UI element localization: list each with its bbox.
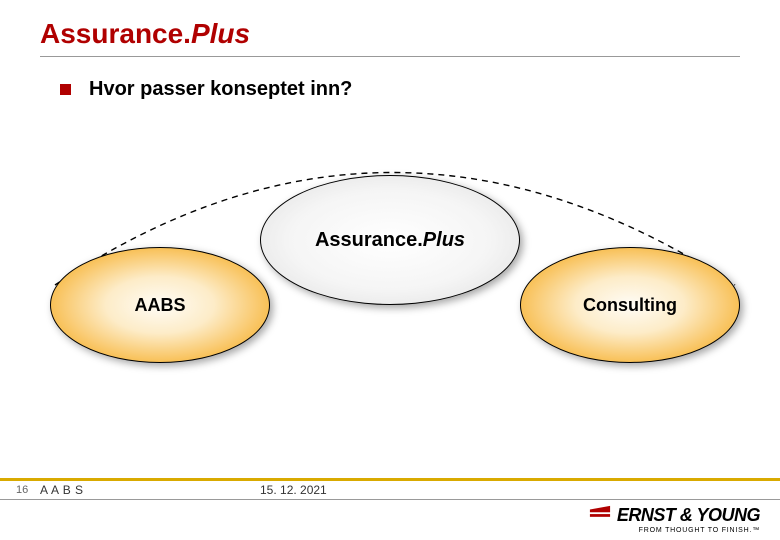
ellipse-center-base: Assurance. — [315, 229, 423, 251]
ellipse-consulting: Consulting — [520, 247, 740, 363]
logo-tagline: FROM THOUGHT TO FINISH.™ — [589, 527, 760, 534]
footer-bar: 16 A A B S 15. 12. 2021 — [0, 478, 780, 500]
company-logo: ERNST & YOUNG FROM THOUGHT TO FINISH.™ — [589, 504, 760, 534]
footer-date: 15. 12. 2021 — [260, 483, 327, 497]
ellipse-consulting-label: Consulting — [583, 295, 677, 316]
page-number: 16 — [16, 484, 28, 496]
ellipse-assuranceplus: Assurance.Plus — [260, 175, 520, 305]
ellipse-aabs: AABS — [50, 247, 270, 363]
logo-mark-icon — [589, 504, 611, 526]
title-suffix: Plus — [191, 18, 250, 49]
title-base: Assurance. — [40, 18, 191, 49]
ellipse-aabs-label: AABS — [134, 295, 185, 316]
bullet-row: Hvor passer konseptet inn? — [60, 78, 352, 101]
logo-main: ERNST & YOUNG — [589, 504, 760, 526]
title-rule — [40, 56, 740, 57]
bullet-text: Hvor passer konseptet inn? — [89, 78, 352, 101]
footer-label: A A B S — [40, 483, 84, 497]
ellipse-center-label: Assurance.Plus — [315, 229, 465, 252]
ellipse-center-suffix: Plus — [423, 229, 465, 251]
bullet-marker — [60, 84, 71, 95]
venn-diagram: AABS Consulting Assurance.Plus — [40, 140, 740, 400]
logo-text: ERNST & YOUNG — [617, 505, 760, 526]
slide-title: Assurance.Plus — [40, 18, 250, 50]
